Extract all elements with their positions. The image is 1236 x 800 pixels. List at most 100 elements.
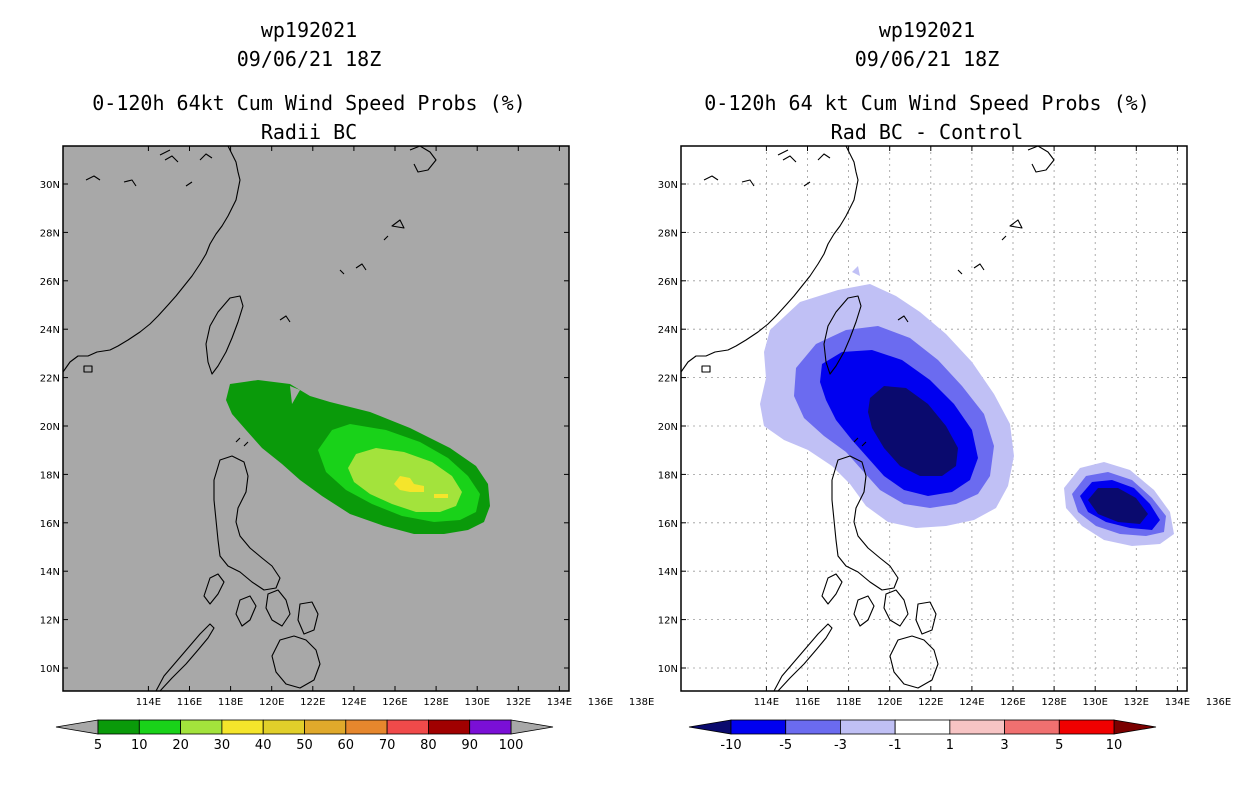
lon-tick-label: 118E [836, 697, 861, 708]
colorbar-label: 10 [131, 738, 148, 753]
colorbar-swatch [427, 719, 471, 735]
colorbar-swatch [894, 719, 951, 735]
colorbar-swatch [138, 719, 182, 735]
colorbar-label: 3 [1000, 738, 1008, 753]
colorbar-label: 80 [420, 738, 437, 753]
right-map-frame [680, 145, 1188, 692]
lon-tick-label: 116E [795, 697, 820, 708]
colorbar-label: 5 [94, 738, 102, 753]
colorbar-swatch [949, 719, 1005, 735]
left-lon-labels: 114E 116E 118E 120E 122E 124E 126E 128E 130E 132E… [136, 697, 655, 708]
colorbar-swatch [97, 719, 140, 735]
colorbar-swatch [1058, 719, 1115, 735]
right-lat-labels: 30N 28N 26N 24N 22N 20N 18N 16N 14N 12N 10N [658, 180, 678, 675]
colorbar-label: 10 [1106, 738, 1123, 753]
lon-tick-label: 128E [423, 697, 448, 708]
lat-tick-label: 26N [40, 277, 60, 288]
contour-minus10 [868, 386, 958, 476]
lon-tick-label: 132E [1124, 697, 1149, 708]
lon-tick-label: 134E [1165, 697, 1190, 708]
colorbar-label: 1 [946, 738, 954, 753]
left-colorbar-labels: 5 10 20 30 40 50 60 70 80 90 100 [94, 738, 524, 753]
lon-tick-label: 138E [629, 697, 654, 708]
colorbar-label: 40 [255, 738, 272, 753]
colorbar-label: 20 [172, 738, 189, 753]
lat-tick-label: 14N [658, 567, 678, 578]
lat-tick-label: 20N [40, 422, 60, 433]
lon-tick-label: 122E [300, 697, 325, 708]
colorbar-swatch [221, 719, 264, 735]
colorbar-end-low [688, 719, 732, 735]
lat-tick-label: 28N [40, 228, 60, 239]
lon-tick-label: 130E [464, 697, 489, 708]
left-title-product: 0-120h 64kt Cum Wind Speed Probs (%) [92, 91, 526, 115]
lat-tick-label: 24N [40, 325, 60, 336]
right-difference-contours [681, 146, 1174, 691]
lat-tick-label: 18N [40, 470, 60, 481]
lon-tick-label: 130E [1082, 697, 1107, 708]
colorbar-label: -10 [720, 738, 741, 753]
left-probability-contours [63, 146, 490, 691]
lat-tick-label: 22N [40, 374, 60, 385]
lon-tick-label: 120E [877, 697, 902, 708]
lat-tick-label: 16N [40, 519, 60, 530]
lon-tick-label: 116E [177, 697, 202, 708]
left-title-subtitle: Radii BC [260, 120, 358, 144]
colorbar-label: -1 [889, 738, 902, 753]
colorbar-label: 100 [499, 738, 524, 753]
lat-tick-label: 22N [658, 374, 678, 385]
lon-tick-label: 132E [506, 697, 531, 708]
lat-tick-label: 10N [658, 664, 678, 675]
lon-tick-label: 126E [1000, 697, 1025, 708]
lat-tick-label: 20N [658, 422, 678, 433]
right-colorbar [688, 719, 1157, 735]
contour-30pct [394, 476, 424, 492]
right-title-subtitle: Rad BC - Control [830, 120, 1024, 144]
right-title-date: 09/06/21 18Z [854, 47, 1000, 71]
lon-tick-label: 114E [136, 697, 161, 708]
colorbar-swatch [1004, 719, 1060, 735]
colorbar-swatch [840, 719, 896, 735]
colorbar-swatch [730, 719, 787, 735]
lat-tick-label: 24N [658, 325, 678, 336]
lon-tick-label: 126E [382, 697, 407, 708]
right-title-product: 0-120h 64 kt Cum Wind Speed Probs (%) [704, 91, 1150, 115]
colorbar-swatch [180, 719, 223, 735]
lat-tick-label: 18N [658, 470, 678, 481]
right-map-ticks [681, 146, 1187, 691]
lat-tick-label: 14N [40, 567, 60, 578]
lat-tick-label: 28N [658, 228, 678, 239]
lon-tick-label: 124E [959, 697, 984, 708]
left-title-storm-id: wp192021 [260, 18, 358, 42]
lon-tick-label: 114E [754, 697, 779, 708]
left-map-ticks [63, 146, 569, 691]
colorbar-swatch [345, 719, 388, 735]
lat-tick-label: 30N [658, 180, 678, 191]
colorbar-swatch [386, 719, 429, 735]
lon-tick-label: 124E [341, 697, 366, 708]
colorbar-label: -5 [779, 738, 792, 753]
right-colorbar-labels: -10 -5 -3 -1 1 3 5 10 [720, 738, 1122, 753]
colorbar-swatch [304, 719, 347, 735]
colorbar-label: 60 [338, 738, 355, 753]
right-lon-labels: 114E 116E 118E 120E 122E 124E 126E 128E 130E 132E… [754, 697, 1232, 708]
colorbar-label: 70 [379, 738, 396, 753]
lat-tick-label: 12N [40, 616, 60, 627]
colorbar-label: 90 [461, 738, 478, 753]
colorbar-swatch [785, 719, 841, 735]
lon-tick-label: 136E [588, 697, 613, 708]
lon-tick-label: 128E [1041, 697, 1066, 708]
colorbar-end-low [55, 719, 99, 735]
lon-tick-label: 120E [259, 697, 284, 708]
colorbar-label: 50 [296, 738, 313, 753]
colorbar-label: 30 [214, 738, 231, 753]
contour-minus10-secondary [1088, 488, 1148, 524]
lon-tick-label: 122E [918, 697, 943, 708]
left-colorbar [55, 719, 554, 735]
lat-tick-label: 10N [40, 664, 60, 675]
colorbar-label: -3 [834, 738, 847, 753]
lon-tick-label: 118E [218, 697, 243, 708]
